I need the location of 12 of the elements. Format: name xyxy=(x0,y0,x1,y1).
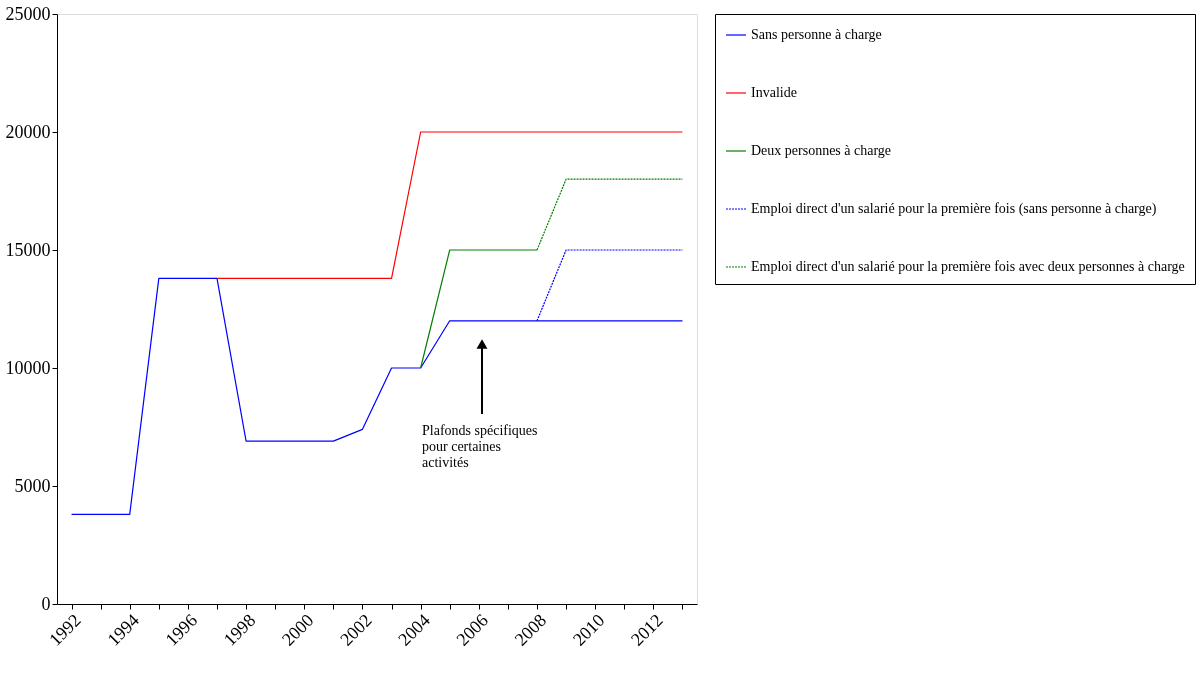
legend-label: Emploi direct d'un salarié pour la première fois (sans personne à charge) xyxy=(751,201,1157,217)
y-tick-label: 25000 xyxy=(5,3,51,24)
legend-label: Invalide xyxy=(751,85,797,100)
y-tick-label: 20000 xyxy=(5,121,51,142)
y-tick-label: 0 xyxy=(41,593,51,614)
y-tick-label: 10000 xyxy=(5,357,51,378)
legend-label: Deux personnes à charge xyxy=(751,143,892,158)
legend-label: Sans personne à charge xyxy=(751,27,882,42)
y-tick-label: 5000 xyxy=(14,475,51,496)
annotation: Plafonds spécifiques pour certaines activités xyxy=(422,423,538,470)
y-tick-label: 15000 xyxy=(5,239,51,260)
legend-label: Emploi direct d'un salarié pour la première fois avec deux personnes à charge xyxy=(751,259,1185,274)
